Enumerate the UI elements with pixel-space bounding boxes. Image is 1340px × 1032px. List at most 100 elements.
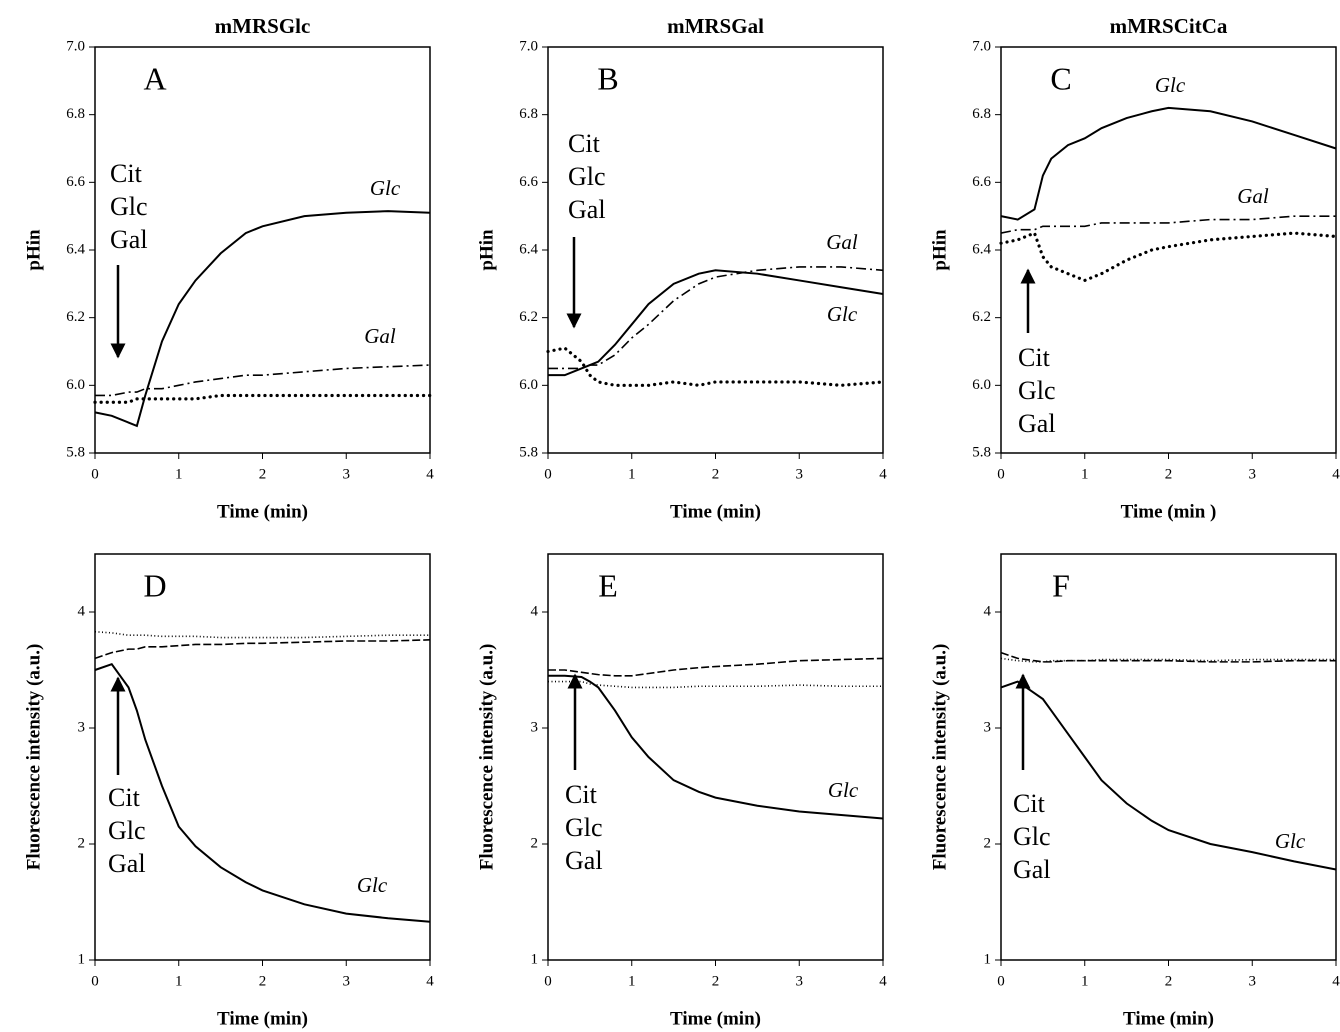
x-tick-label: 2 — [259, 466, 267, 482]
x-tick-label: 0 — [544, 973, 552, 989]
y-tick-label: 6.6 — [519, 174, 538, 190]
x-tick-label: 4 — [1332, 973, 1340, 989]
x-tick-label: 0 — [544, 466, 552, 482]
x-tick-label: 4 — [1332, 466, 1340, 482]
data-line — [1000, 106, 1337, 221]
annotation: Gal — [568, 195, 606, 224]
data-line — [94, 639, 431, 660]
x-tick-label: 2 — [1165, 973, 1173, 989]
x-axis-label: Time (min) — [670, 1008, 761, 1029]
y-tick-label: 6.8 — [972, 106, 991, 122]
y-tick-label: 6.0 — [972, 377, 991, 393]
chart-title: mMRSGlc — [215, 14, 311, 38]
x-axis-label: Time (min) — [217, 501, 308, 522]
y-tick-label: 7.0 — [972, 38, 991, 54]
x-tick-label: 4 — [426, 466, 434, 482]
annotation: Cit — [110, 159, 143, 188]
y-tick-label: 7.0 — [519, 38, 538, 54]
panel-letter: C — [1050, 60, 1071, 96]
annotation: Cit — [568, 129, 601, 158]
series-label: Gal — [364, 324, 396, 348]
panel-letter: A — [143, 60, 166, 96]
panel-letter: F — [1052, 567, 1070, 603]
x-tick-label: 0 — [91, 466, 99, 482]
x-tick-label: 3 — [1249, 466, 1257, 482]
data-line — [548, 269, 884, 377]
series-label: Glc — [357, 873, 388, 897]
x-tick-label: 1 — [175, 466, 183, 482]
annotation: Glc — [1018, 376, 1056, 405]
x-tick-label: 4 — [879, 466, 887, 482]
y-tick-label: 3 — [984, 719, 992, 735]
annotation: Glc — [568, 162, 606, 191]
y-tick-label: 4 — [984, 603, 992, 619]
y-axis-label: Fluorescence intensity (a.u.) — [23, 644, 44, 871]
data-line — [1000, 680, 1337, 871]
y-tick-label: 6.8 — [519, 106, 538, 122]
x-tick-label: 1 — [1081, 973, 1089, 989]
plot-frame — [547, 553, 884, 961]
panel-letter: E — [598, 567, 618, 603]
data-line — [548, 674, 884, 820]
data-line — [95, 364, 431, 397]
y-tick-label: 4 — [78, 603, 86, 619]
data-line — [94, 663, 431, 923]
y-tick-label: 6.2 — [519, 309, 538, 325]
series-label: Gal — [1237, 184, 1269, 208]
series-label: Glc — [1275, 829, 1306, 853]
x-tick-label: 2 — [712, 973, 720, 989]
x-tick-label: 3 — [796, 973, 804, 989]
x-tick-label: 3 — [1249, 973, 1257, 989]
x-axis-label: Time (min ) — [1121, 501, 1217, 522]
y-tick-label: 3 — [78, 719, 86, 735]
x-tick-label: 2 — [712, 466, 720, 482]
y-tick-label: 6.2 — [972, 309, 991, 325]
annotation: Cit — [565, 780, 598, 809]
y-tick-label: 6.8 — [66, 106, 85, 122]
x-tick-label: 2 — [1165, 466, 1173, 482]
y-axis-label: pHin — [929, 229, 950, 271]
series-label: Glc — [370, 176, 401, 200]
annotation: Cit — [108, 783, 141, 812]
y-tick-label: 6.4 — [519, 241, 538, 257]
x-tick-label: 2 — [259, 973, 267, 989]
y-axis-label: pHin — [23, 229, 44, 271]
y-tick-label: 2 — [531, 835, 539, 851]
annotation: Gal — [1013, 855, 1051, 884]
y-tick-label: 3 — [531, 719, 539, 735]
x-tick-label: 1 — [175, 973, 183, 989]
data-line — [999, 230, 1338, 283]
x-tick-label: 3 — [343, 466, 351, 482]
y-tick-label: 6.4 — [66, 241, 85, 257]
y-tick-label: 6.4 — [972, 241, 991, 257]
plot-frame — [94, 553, 431, 961]
y-tick-label: 6.0 — [66, 377, 85, 393]
panel-letter: B — [597, 60, 618, 96]
data-line — [548, 657, 884, 677]
y-tick-label: 5.8 — [972, 444, 991, 460]
x-axis-label: Time (min) — [1123, 1008, 1214, 1029]
y-tick-label: 5.8 — [66, 444, 85, 460]
chart-title: mMRSGal — [667, 14, 764, 38]
y-tick-label: 1 — [531, 951, 539, 967]
x-tick-label: 0 — [91, 973, 99, 989]
x-tick-label: 0 — [997, 973, 1005, 989]
x-tick-label: 1 — [628, 973, 636, 989]
y-tick-label: 2 — [984, 835, 992, 851]
y-tick-label: 1 — [984, 951, 992, 967]
x-tick-label: 3 — [343, 973, 351, 989]
series-label: Glc — [1155, 73, 1186, 97]
data-line — [94, 630, 430, 639]
data-line — [94, 210, 431, 428]
y-tick-label: 4 — [531, 603, 539, 619]
y-tick-label: 2 — [78, 835, 86, 851]
annotation: Cit — [1018, 343, 1051, 372]
data-line — [93, 393, 432, 404]
series-label: Glc — [827, 302, 858, 326]
panel-letter: D — [143, 567, 166, 603]
y-axis-label: Fluorescence intensity (a.u.) — [929, 644, 950, 871]
data-line — [1000, 215, 1336, 234]
x-tick-label: 4 — [879, 973, 887, 989]
y-tick-label: 5.8 — [519, 444, 538, 460]
